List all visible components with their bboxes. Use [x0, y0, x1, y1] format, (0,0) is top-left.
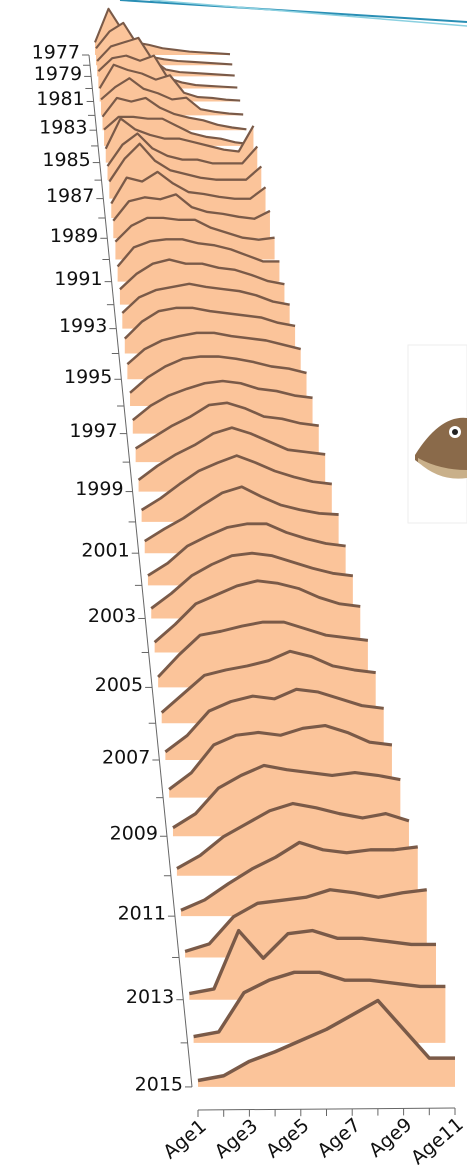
decor-line — [149, 0, 467, 27]
ridge-line — [104, 117, 255, 153]
ridge-line — [112, 193, 271, 222]
x-tick-label: Age1 — [159, 1115, 211, 1163]
ridge-line — [168, 723, 393, 791]
ridge-area — [198, 1000, 455, 1087]
y-tick-label: 1979 — [34, 63, 82, 85]
ridge-line — [121, 282, 290, 314]
ridge-line — [96, 36, 235, 77]
y-tick-label: 1993 — [59, 315, 107, 337]
ridge-line — [143, 485, 339, 543]
ridge-line — [160, 649, 376, 714]
ridge-line — [188, 928, 436, 996]
y-tick-label: 1983 — [39, 117, 87, 139]
ridge-line — [103, 115, 250, 146]
fish-picture — [407, 344, 467, 524]
decor-line — [119, 0, 467, 23]
y-axis-line — [88, 54, 193, 1087]
x-tick-label: Age11 — [407, 1113, 467, 1165]
ridge-line — [193, 970, 446, 1039]
ridge-line — [98, 63, 241, 102]
ridge-line — [116, 238, 280, 268]
ridge-line — [184, 888, 427, 954]
ridge-line — [164, 687, 384, 754]
x-tick-label: Age5 — [262, 1114, 314, 1162]
ridge-line — [100, 77, 244, 116]
ridge-line — [150, 551, 354, 610]
ridge-line — [137, 426, 326, 482]
y-tick-label: 2011 — [118, 903, 166, 925]
y-tick-label: 2001 — [81, 540, 129, 562]
ridge-line — [94, 7, 231, 56]
ridge-line — [172, 763, 401, 830]
ridge-line — [147, 522, 346, 577]
ridge-line — [101, 96, 247, 131]
y-tick-label: 2003 — [88, 605, 136, 627]
ridge-line — [176, 801, 410, 870]
y-tick-label: 1995 — [64, 366, 112, 388]
y-tick-label: 2007 — [102, 747, 150, 769]
ridge-line — [108, 142, 263, 183]
y-tick-label: 1977 — [32, 42, 80, 64]
y-tick-label: 2005 — [95, 674, 143, 696]
ridge-line — [106, 132, 259, 167]
y-tick-label: 1997 — [69, 420, 117, 442]
ridge-line — [129, 355, 307, 394]
ridge-line — [119, 258, 285, 291]
ridge-line — [180, 840, 418, 912]
ridge-line — [123, 306, 296, 340]
ridge-line — [110, 170, 267, 205]
y-tick-label: 2015 — [135, 1073, 183, 1095]
y-tick-label: 2009 — [110, 823, 158, 845]
x-tick-label: Age3 — [211, 1115, 263, 1163]
x-tick-label: Age7 — [313, 1114, 365, 1162]
y-tick-label: 1981 — [36, 88, 84, 110]
ridge-line — [114, 216, 275, 243]
ridge-line — [131, 379, 313, 422]
y-tick-label: 1987 — [46, 185, 94, 207]
ridge-line — [197, 998, 455, 1083]
ridge-line — [126, 331, 302, 366]
ridge-line — [157, 620, 369, 678]
y-tick-label: 1989 — [50, 225, 98, 247]
ridge-line — [153, 579, 361, 644]
y-tick-label: 1991 — [54, 268, 102, 290]
ridge-line — [134, 401, 319, 450]
ridge-line — [140, 454, 332, 512]
y-tick-label: 1985 — [42, 149, 90, 171]
y-tick-label: 1999 — [75, 478, 123, 500]
ridge-line — [95, 21, 233, 66]
y-tick-label: 2013 — [126, 986, 174, 1008]
